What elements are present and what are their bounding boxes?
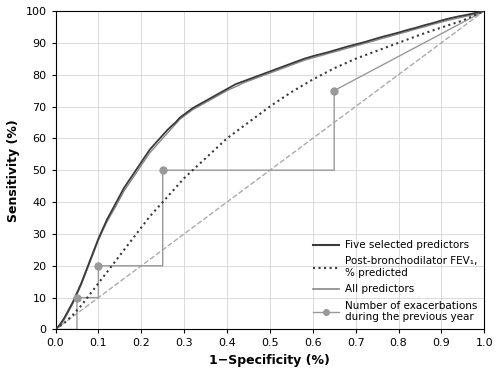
Legend: Five selected predictors, Post-bronchodilator FEV₁,
% predicted, All predictors,: Five selected predictors, Post-bronchodi… [309, 236, 481, 327]
X-axis label: 1−Specificity (%): 1−Specificity (%) [210, 354, 330, 367]
Y-axis label: Sensitivity (%): Sensitivity (%) [7, 119, 20, 221]
